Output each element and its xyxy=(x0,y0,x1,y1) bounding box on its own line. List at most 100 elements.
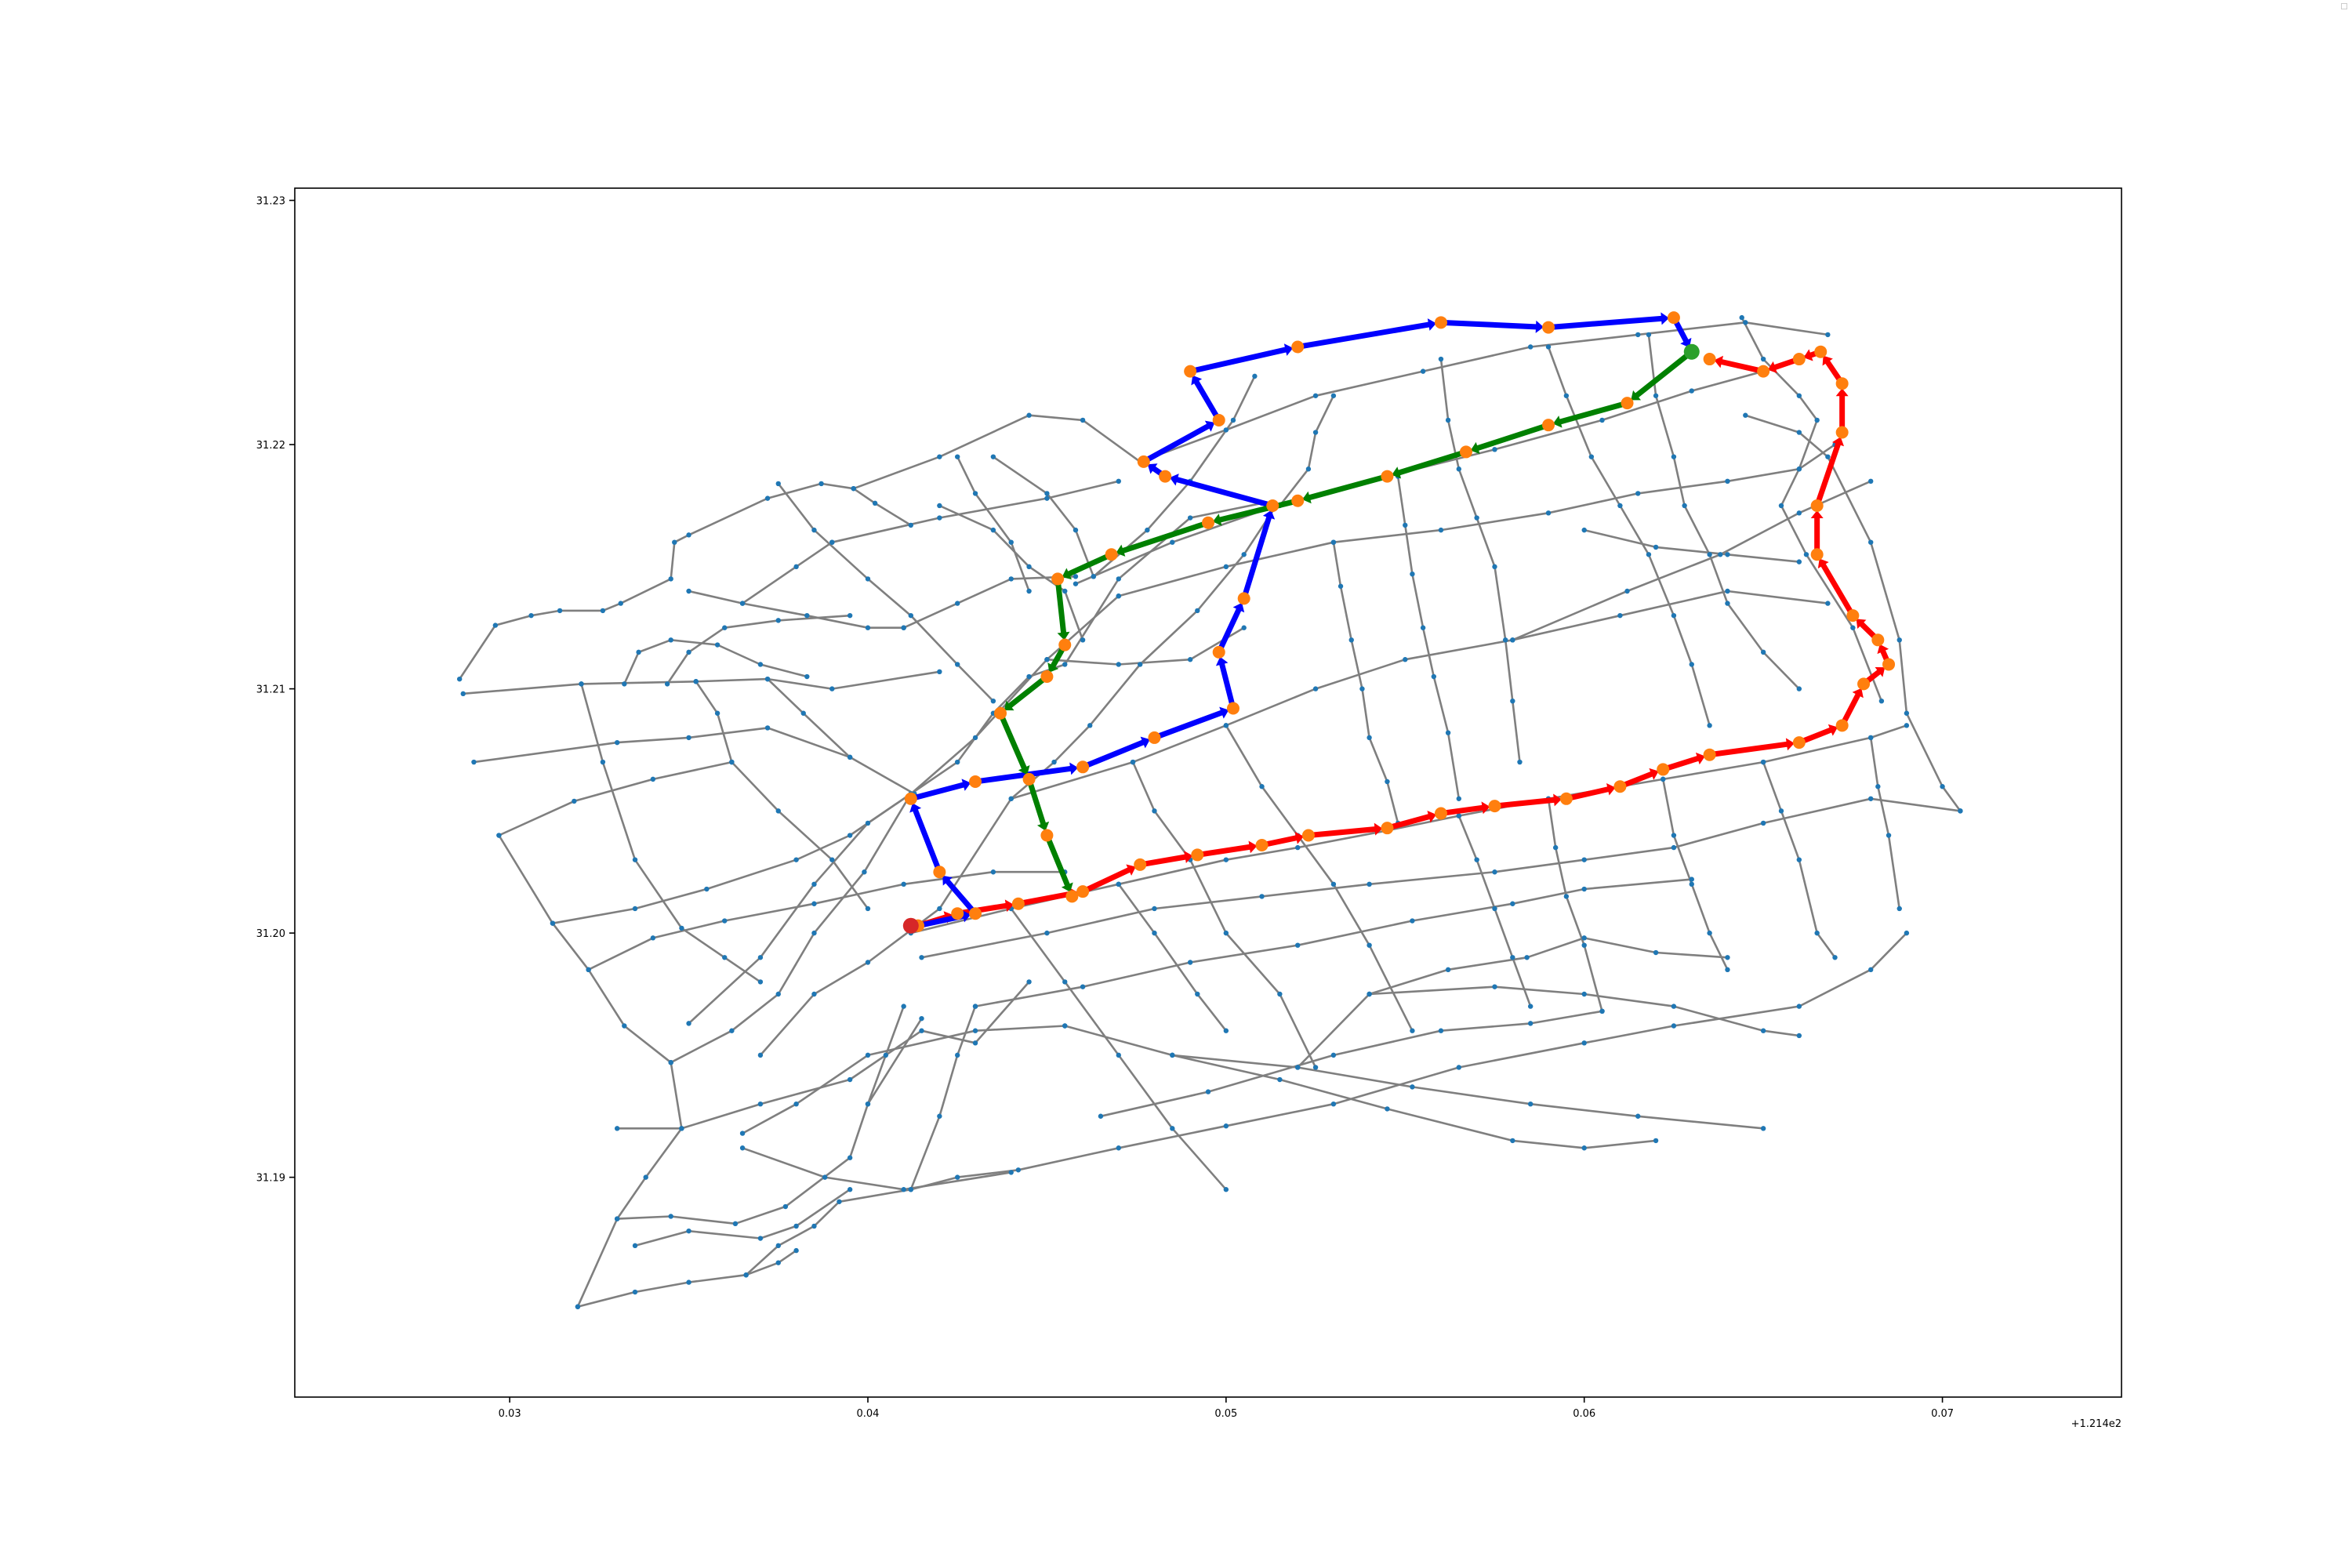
road-node xyxy=(1295,844,1301,851)
road-segment xyxy=(1279,395,1335,506)
road-node xyxy=(901,881,906,887)
road-node xyxy=(686,735,691,741)
route-node xyxy=(1255,838,1269,851)
road-node xyxy=(492,622,499,628)
road-node xyxy=(456,676,463,682)
road-node xyxy=(937,669,942,674)
road-node xyxy=(1671,612,1677,619)
road-node xyxy=(1825,332,1831,338)
road-node xyxy=(1026,412,1032,418)
road-node xyxy=(865,820,871,826)
road-node xyxy=(1403,657,1408,662)
route-node xyxy=(1657,763,1670,776)
road-node xyxy=(1277,1076,1283,1083)
road-node xyxy=(865,1101,871,1107)
road-node xyxy=(1223,857,1229,862)
y-tick-label: 31.21 xyxy=(256,684,285,696)
road-node xyxy=(1707,723,1712,728)
road-node xyxy=(1044,495,1050,501)
road-node xyxy=(1223,564,1229,570)
road-node xyxy=(818,481,824,487)
road-node xyxy=(722,625,728,630)
road-segment xyxy=(910,724,1907,935)
route-blue-segment xyxy=(1673,318,1689,344)
road-node xyxy=(1492,984,1497,989)
route-node xyxy=(1882,658,1896,671)
route-blue-segment xyxy=(1550,315,1664,330)
route-node xyxy=(1105,548,1118,561)
road-node xyxy=(686,1228,691,1234)
road-node xyxy=(811,1223,817,1229)
route-red-segment xyxy=(1864,669,1882,684)
road-segment xyxy=(474,727,916,795)
route-node xyxy=(1266,499,1279,512)
x-tick-label: 0.03 xyxy=(499,1408,521,1420)
road-node xyxy=(1091,574,1097,579)
road-node xyxy=(1367,991,1372,997)
route-red-segment xyxy=(1664,756,1700,771)
road-node xyxy=(811,527,817,533)
road-node xyxy=(1617,612,1623,619)
x-tick-label: 0.07 xyxy=(1931,1408,1954,1420)
road-node xyxy=(1689,877,1694,882)
road-node xyxy=(1116,593,1121,599)
road-node xyxy=(1008,576,1014,582)
road-node xyxy=(686,649,691,655)
road-node xyxy=(650,935,656,941)
route-node xyxy=(1148,731,1161,744)
road-node xyxy=(1671,454,1677,459)
endpoint-markers xyxy=(902,343,1700,934)
y-tick-label: 31.22 xyxy=(256,440,285,452)
road-node xyxy=(1653,1138,1659,1144)
road-node xyxy=(775,808,781,814)
route-blue-arrowhead xyxy=(1140,736,1150,749)
road-node xyxy=(1062,1023,1068,1029)
road-node xyxy=(600,759,606,765)
road-node xyxy=(1517,759,1523,765)
route-node xyxy=(1703,748,1716,761)
road-node xyxy=(1527,344,1534,350)
road-node xyxy=(1796,1004,1802,1009)
road-node xyxy=(775,991,781,997)
axis-ticks: 0.03 0.04 0.05 0.06 0.07 31.19 31.20 31.21 31.22… xyxy=(256,196,1954,1420)
route-red-segment xyxy=(1388,814,1432,830)
road-node xyxy=(1581,1145,1587,1151)
x-tick-label: 0.04 xyxy=(857,1408,880,1420)
road-segment xyxy=(1547,347,1711,726)
road-node xyxy=(632,1243,638,1249)
route-node xyxy=(1488,800,1501,813)
road-node xyxy=(1330,881,1337,887)
road-node xyxy=(937,454,942,459)
road-node xyxy=(686,1279,691,1285)
route-node xyxy=(1040,670,1054,684)
road-node xyxy=(575,1304,581,1309)
route-red-segment xyxy=(1841,692,1861,724)
road-node xyxy=(1080,984,1086,989)
route-red-segment xyxy=(1084,867,1132,893)
road-node xyxy=(764,495,771,501)
route-green-arrowhead xyxy=(1047,662,1059,673)
road-node xyxy=(1223,723,1229,728)
route-node xyxy=(1022,772,1036,786)
y-tick-label: 31.23 xyxy=(256,196,285,208)
road-node xyxy=(632,906,638,912)
road-node xyxy=(632,857,638,862)
road-node xyxy=(954,662,960,667)
road-node xyxy=(1241,625,1247,630)
road-node xyxy=(1588,454,1595,459)
road-segment xyxy=(1131,761,1317,1069)
route-red-segment xyxy=(1880,648,1890,663)
road-node xyxy=(1295,942,1301,948)
road-node xyxy=(757,1101,764,1107)
route-node xyxy=(1051,572,1065,586)
road-node xyxy=(1896,637,1902,643)
road-node xyxy=(1904,930,1910,936)
road-node xyxy=(739,1131,746,1136)
road-node xyxy=(1403,522,1408,528)
road-segment xyxy=(1647,334,1800,690)
road-node xyxy=(804,612,810,619)
road-node xyxy=(1152,906,1157,912)
road-segment xyxy=(745,932,1907,1276)
route-blue-arrowhead xyxy=(1147,463,1158,474)
road-node xyxy=(1646,552,1652,557)
